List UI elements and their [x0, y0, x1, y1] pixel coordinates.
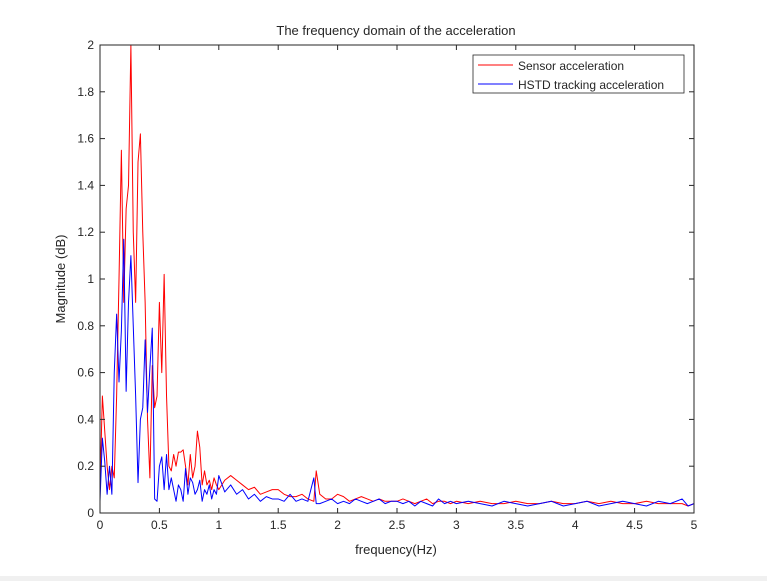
y-axis-label: Magnitude (dB) — [53, 235, 68, 324]
series-line-0 — [99, 44, 695, 507]
y-tick-label: 1.4 — [77, 178, 94, 192]
x-tick-label: 3 — [453, 518, 460, 532]
y-tick-label: 0.4 — [77, 412, 94, 426]
y-tick-label: 1.8 — [77, 85, 94, 99]
x-ticks: 0 0.5 1 1.5 2 2.5 3 3.5 4 4.5 5 — [97, 45, 698, 532]
x-tick-label: 2 — [334, 518, 341, 532]
x-tick-label: 4 — [572, 518, 579, 532]
x-axis-label: frequency(Hz) — [355, 542, 437, 557]
series-layer — [99, 44, 695, 507]
y-tick-label: 0.2 — [77, 459, 94, 473]
x-tick-label: 1.5 — [270, 518, 287, 532]
x-tick-label: 3.5 — [507, 518, 524, 532]
x-tick-label: 0.5 — [151, 518, 168, 532]
chart-title: The frequency domain of the acceleration — [276, 23, 515, 38]
series-line-1 — [99, 238, 695, 507]
plot-area — [100, 45, 694, 513]
y-tick-label: 1.6 — [77, 132, 94, 146]
legend-label-hstd: HSTD tracking acceleration — [518, 78, 664, 92]
y-ticks: 0 0.2 0.4 0.6 0.8 1 1.2 1.4 1.6 1.8 2 — [77, 38, 694, 520]
legend-box — [472, 54, 685, 94]
y-tick-label: 0.6 — [77, 366, 94, 380]
legend-label-sensor: Sensor acceleration — [518, 59, 624, 73]
x-tick-label: 1 — [215, 518, 222, 532]
y-tick-label: 1.2 — [77, 225, 94, 239]
x-tick-label: 2.5 — [389, 518, 406, 532]
legend: Sensor acceleration HSTD tracking accele… — [472, 54, 685, 94]
y-tick-label: 0 — [87, 506, 94, 520]
y-tick-label: 2 — [87, 38, 94, 52]
x-tick-label: 0 — [97, 518, 104, 532]
x-tick-label: 4.5 — [626, 518, 643, 532]
x-tick-label: 5 — [691, 518, 698, 532]
y-tick-label: 1 — [87, 272, 94, 286]
y-tick-label: 0.8 — [77, 319, 94, 333]
